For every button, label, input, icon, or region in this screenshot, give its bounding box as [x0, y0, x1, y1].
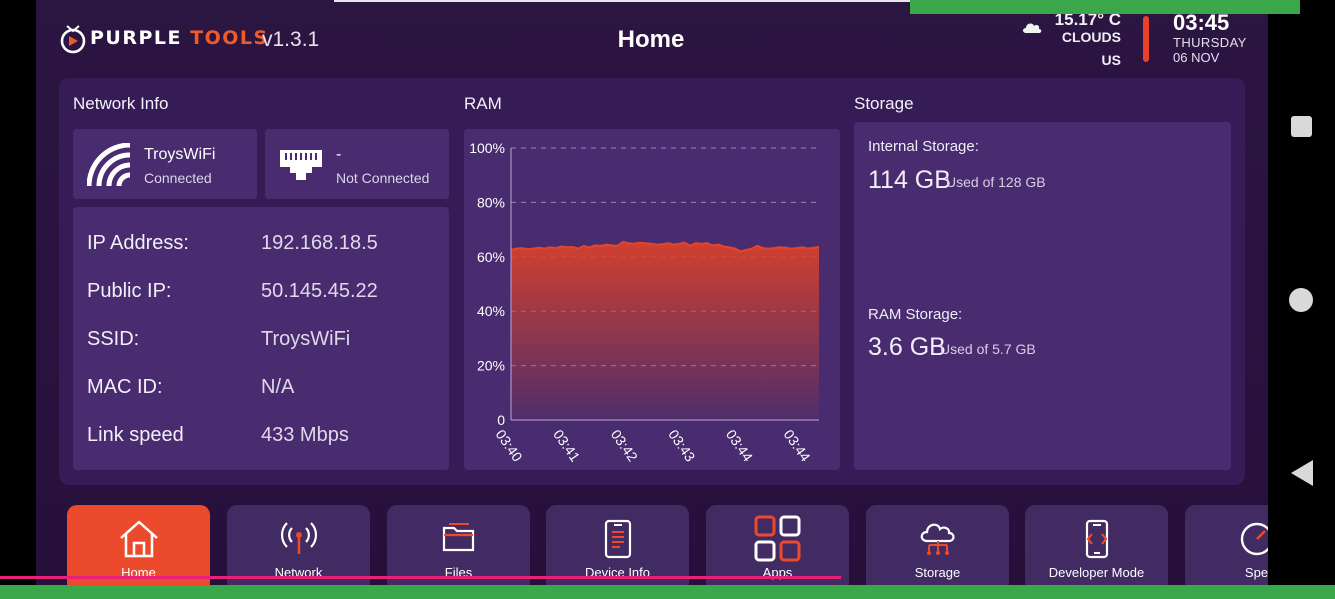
wifi-icon — [87, 143, 131, 187]
ram-usage-line — [510, 240, 820, 253]
cloud-icon — [1023, 23, 1042, 33]
wifi-status: Connected — [144, 170, 212, 186]
wifi-name: TroysWiFi — [144, 146, 216, 163]
chart-y-tick-label: 60% — [477, 249, 505, 265]
nav-device-info[interactable]: Device Info — [546, 505, 689, 593]
ram-usage-area — [511, 241, 819, 420]
bottom-pink-line — [0, 576, 841, 579]
chart-x-tick-label: 03:40 — [493, 427, 526, 465]
page-title: Home — [617, 26, 685, 53]
internal-storage-used: 114 GB — [868, 166, 951, 194]
app-version: v1.3.1 — [262, 28, 320, 51]
network-details: IP Address: 192.168.18.5 Public IP: 50.1… — [73, 207, 449, 470]
storage-title: Storage — [854, 94, 914, 113]
public-ip-value: 50.145.45.22 — [261, 280, 378, 302]
clock-day: THURSDAY — [1173, 35, 1247, 50]
ram-storage-label: RAM Storage: — [868, 306, 963, 323]
apps-grid-icon — [754, 515, 800, 562]
nav-speed[interactable]: Spe — [1185, 505, 1268, 593]
mac-id-value: N/A — [261, 376, 295, 398]
nav-storage-label: Storage — [914, 565, 961, 580]
network-info-title: Network Info — [73, 94, 169, 113]
phone-info-icon — [604, 519, 631, 559]
ssid-value: TroysWiFi — [261, 328, 351, 350]
chart-x-tick-label: 03:41 — [550, 427, 583, 465]
antenna-icon — [280, 522, 317, 554]
chart-y-tick-label: 80% — [477, 194, 505, 210]
chart-x-tick-label: 03:42 — [608, 427, 641, 465]
nav-developer-mode-label: Developer Mode — [1048, 565, 1145, 580]
app-window: PURPLE TOOLS v1.3.1 Home 15.17° C CLOUDS… — [36, 0, 1268, 599]
nav-home[interactable]: Home — [67, 505, 210, 593]
header-divider — [1143, 16, 1149, 62]
ethernet-icon — [280, 150, 322, 180]
mac-id-label: MAC ID: — [87, 376, 163, 398]
storage-panel: Internal Storage: 114 GB Used of 128 GB … — [854, 122, 1231, 470]
chart-y-tick-label: 40% — [477, 303, 505, 319]
logo-text: PURPLE TOOLS — [90, 27, 269, 49]
chart-x-tick-label: 03:44 — [781, 427, 814, 465]
ethernet-card[interactable]: - Not Connected — [265, 129, 449, 199]
wifi-card[interactable]: TroysWiFi Connected — [73, 129, 257, 199]
nav-developer-mode[interactable]: Developer Mode — [1025, 505, 1168, 593]
chart-y-tick-label: 100% — [469, 140, 505, 156]
recent-apps-button[interactable] — [1291, 116, 1312, 137]
ram-storage-total: Used of 5.7 GB — [940, 341, 1036, 357]
weather-condition: CLOUDS — [1061, 29, 1121, 45]
speed-icon — [1240, 522, 1268, 556]
back-button[interactable] — [1289, 459, 1315, 487]
nav-network[interactable]: Network — [227, 505, 370, 593]
clock-time: 03:45 — [1173, 10, 1230, 35]
logo-play-icon — [60, 25, 86, 54]
developer-phone-icon — [1085, 519, 1108, 559]
public-ip-label: Public IP: — [87, 280, 172, 302]
top-green-bar — [910, 0, 1300, 14]
ethernet-name: - — [336, 146, 342, 163]
link-speed-label: Link speed — [87, 424, 184, 446]
internal-storage-label: Internal Storage: — [868, 138, 979, 155]
home-button[interactable] — [1289, 288, 1313, 312]
nav-speed-label: Spe — [1244, 565, 1268, 580]
ethernet-status: Not Connected — [336, 170, 430, 186]
cloud-storage-icon — [920, 523, 955, 555]
chart-x-tick-label: 03:43 — [665, 427, 698, 465]
logo: PURPLE TOOLS — [58, 22, 269, 54]
nav-storage[interactable]: Storage — [866, 505, 1009, 593]
ip-address-label: IP Address: — [87, 232, 189, 254]
home-icon — [119, 520, 158, 558]
clock-date: 06 NOV — [1173, 50, 1220, 65]
temperature: 15.17° C — [1054, 10, 1121, 29]
status-strip — [334, 0, 946, 2]
ram-chart-panel: 100% 80% 60% 40% 20% 0 03:40 03:41 03:42 03:43 03:… — [464, 129, 840, 470]
nav-files[interactable]: Files — [387, 505, 530, 593]
internal-storage-total: Used of 128 GB — [946, 174, 1046, 190]
chart-y-tick-label: 20% — [477, 358, 505, 374]
weather-widget: 15.17° C CLOUDS US — [1021, 10, 1121, 70]
ram-storage-used: 3.6 GB — [868, 333, 946, 361]
ip-address-value: 192.168.18.5 — [261, 232, 378, 254]
nav-apps[interactable]: Apps — [706, 505, 849, 593]
weather-region: US — [1101, 52, 1121, 68]
dashboard-card: Network Info TroysWiFi Connected — [59, 78, 1245, 485]
folder-icon — [442, 523, 474, 552]
bottom-green-bar — [0, 585, 1335, 599]
ram-chart: 100% 80% 60% 40% 20% 003:40 03:41 03:42 03:43 03:… — [469, 140, 820, 465]
link-speed-value: 433 Mbps — [261, 424, 349, 446]
ssid-label: SSID: — [87, 328, 140, 350]
chart-y-tick-label: 0 — [497, 412, 505, 428]
ram-title: RAM — [464, 94, 502, 113]
chart-x-tick-label: 03:44 — [723, 427, 756, 465]
